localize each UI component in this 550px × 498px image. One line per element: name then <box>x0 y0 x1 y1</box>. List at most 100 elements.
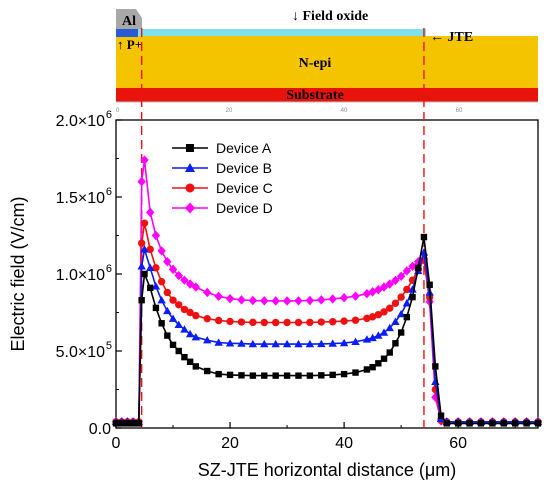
data-point-triangle <box>185 329 195 338</box>
data-point-square <box>534 420 542 427</box>
data-point-square <box>147 284 154 292</box>
data-point-square <box>477 420 485 427</box>
data-point-diamond <box>140 155 149 165</box>
data-point-square <box>386 349 393 356</box>
data-point-square <box>415 264 422 272</box>
data-point-circle <box>294 318 303 327</box>
data-point-circle <box>237 318 246 326</box>
data-point-triangle <box>146 263 155 272</box>
data-point-diamond <box>271 296 280 306</box>
data-point-circle <box>226 317 234 326</box>
data-point-triangle <box>157 295 166 304</box>
data-point-square <box>295 372 302 379</box>
data-point-square <box>397 329 405 336</box>
data-point-square <box>238 372 245 379</box>
data-point-circle <box>163 288 172 297</box>
data-point-diamond <box>391 275 400 286</box>
data-point-square <box>169 341 177 349</box>
data-point-triangle <box>339 338 349 347</box>
data-point-square <box>112 420 120 427</box>
data-point-diamond <box>157 246 166 256</box>
y-tick-label: 2.0×10 <box>56 113 105 130</box>
ruler-tick-label: 20 <box>226 108 233 114</box>
data-point-triangle <box>140 245 149 253</box>
legend-label: Device C <box>216 180 273 196</box>
data-point-triangle <box>328 339 337 347</box>
field-oxide-label: ↓ Field oxide <box>292 9 368 24</box>
device-structure: 0 20 40 60 Al ↓ Field oxide ↑ P+ ← JTE N… <box>116 6 538 114</box>
p-plus-region <box>116 29 138 37</box>
data-point-triangle <box>282 339 292 348</box>
series-device-d <box>111 155 543 427</box>
data-point-diamond <box>137 176 146 187</box>
data-point-square <box>129 420 137 427</box>
data-point-square <box>352 369 359 376</box>
data-point-triangle <box>374 331 383 339</box>
data-point-circle <box>271 318 280 327</box>
data-point-square <box>283 372 291 379</box>
series-device-a <box>112 233 542 427</box>
x-tick-label: 60 <box>449 435 467 452</box>
data-point-diamond <box>260 296 269 306</box>
data-point-square <box>138 296 145 304</box>
y-tick-exponent: 6 <box>106 263 112 275</box>
data-point-square <box>318 372 325 379</box>
data-point-square <box>181 353 188 361</box>
data-point-circle <box>249 318 257 327</box>
data-point-diamond <box>317 295 326 305</box>
data-point-diamond <box>191 282 201 292</box>
data-point-triangle <box>168 314 178 322</box>
data-point-diamond <box>180 275 189 285</box>
data-point-square <box>272 372 279 379</box>
data-point-square <box>363 366 371 373</box>
data-point-square <box>158 320 165 327</box>
legend-item: Device C <box>172 180 273 196</box>
data-point-triangle <box>408 285 417 293</box>
data-point-square <box>466 420 473 427</box>
data-point-square <box>141 270 148 278</box>
data-point-diamond <box>339 293 349 303</box>
data-point-diamond <box>214 291 223 302</box>
data-point-circle <box>317 318 325 326</box>
data-point-circle <box>351 316 360 324</box>
legend-item: Device D <box>172 200 273 216</box>
data-point-circle <box>306 318 314 327</box>
legend-item: Device A <box>172 140 272 156</box>
data-point-circle <box>380 308 388 316</box>
data-point-triangle <box>402 299 412 307</box>
jte-label: ← JTE <box>430 30 473 45</box>
data-point-diamond <box>163 256 172 267</box>
data-point-diamond <box>305 295 315 306</box>
data-point-square <box>215 370 222 378</box>
data-point-square <box>454 420 462 427</box>
n-epi-region <box>116 36 538 88</box>
data-point-triangle <box>137 262 146 270</box>
y-tick-label: 1.0×10 <box>56 267 105 284</box>
ruler-tick-label: 60 <box>456 108 463 114</box>
data-point-triangle <box>225 339 235 347</box>
data-point-square <box>118 420 125 427</box>
data-point-triangle <box>294 339 303 348</box>
data-point-circle <box>186 308 194 317</box>
data-point-circle <box>185 183 195 193</box>
data-point-square <box>306 372 314 379</box>
data-point-circle <box>260 318 268 327</box>
data-point-diamond <box>225 293 235 304</box>
data-point-square <box>124 420 131 427</box>
y-tick-exponent: 6 <box>106 186 112 198</box>
data-point-circle <box>391 299 400 307</box>
data-point-triangle <box>203 336 212 344</box>
data-point-circle <box>368 313 377 321</box>
y-tick-label: 1.5×10 <box>56 190 105 207</box>
data-point-square <box>204 367 211 375</box>
series-line <box>116 159 538 423</box>
data-point-square <box>392 340 399 347</box>
data-point-square <box>426 281 433 288</box>
data-point-square <box>523 420 530 427</box>
al-label: Al <box>122 14 136 29</box>
legend-label: Device A <box>216 140 272 156</box>
data-point-square <box>500 420 507 427</box>
data-point-square <box>192 363 200 370</box>
data-point-square <box>186 358 194 365</box>
data-point-square <box>432 363 439 370</box>
